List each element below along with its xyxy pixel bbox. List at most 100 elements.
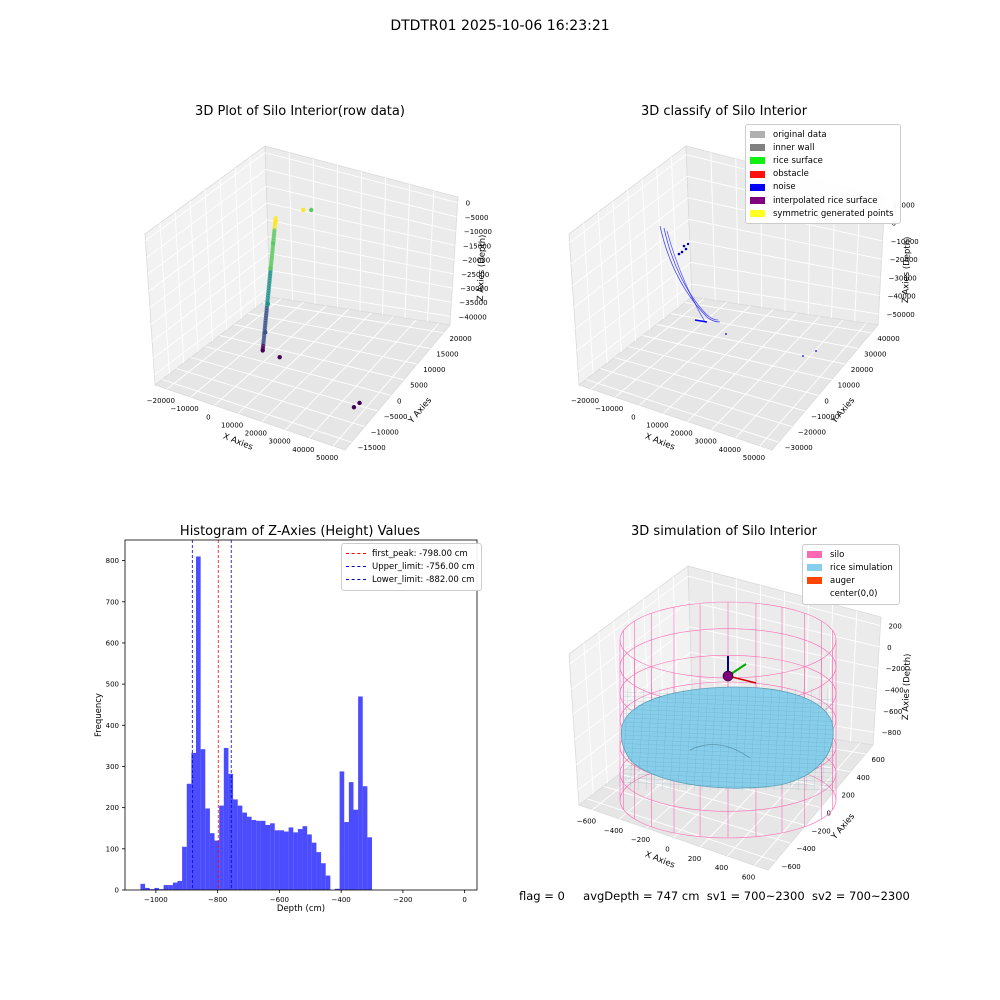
y-tick-label: 600 xyxy=(872,756,885,764)
mesh-line xyxy=(623,700,835,709)
mesh-line xyxy=(685,687,693,791)
x-tick-label: 400 xyxy=(715,864,728,872)
y-tick-label: 400 xyxy=(857,774,870,782)
z-tick-label: 0 xyxy=(887,644,891,652)
y-tick-label: 400 xyxy=(106,722,119,730)
mesh-line xyxy=(623,747,835,757)
mesh-line xyxy=(623,721,835,731)
histogram-bar xyxy=(311,842,317,890)
z-tick-label: −35000 xyxy=(459,299,487,307)
y-tick-label: 0 xyxy=(397,397,401,405)
legend-swatch xyxy=(750,131,765,139)
z-tick-label: −200 xyxy=(886,665,905,673)
histogram-bar xyxy=(200,749,206,890)
data-point xyxy=(273,219,278,224)
histogram-bar xyxy=(242,812,247,890)
z-tick-label: −800 xyxy=(882,729,901,737)
noise-cluster xyxy=(694,319,708,323)
y-tick-label: −5000 xyxy=(384,413,408,421)
y-tick-label: 0 xyxy=(824,397,828,405)
x-tick-label: −600 xyxy=(270,896,289,904)
mesh-line xyxy=(709,687,717,791)
histogram-bars xyxy=(140,556,373,890)
y-tick-label: −600 xyxy=(782,863,801,871)
mesh-line xyxy=(623,773,835,782)
histogram-bar xyxy=(177,880,183,890)
histogram-bar xyxy=(205,808,210,890)
tick-labels: −600 −400 −200 0 200 400 600 −600 −400 −200 0 200 40… xyxy=(577,623,905,882)
x-tick-label: 30000 xyxy=(268,438,290,446)
y-axis-label: Y Axies xyxy=(406,395,434,426)
legend-label: inner wall xyxy=(773,142,815,153)
histogram-bar xyxy=(209,833,215,890)
legend-swatch xyxy=(807,591,822,598)
mesh-line xyxy=(805,687,813,791)
z-tick-label: −40000 xyxy=(888,293,916,301)
avg-depth-text: avgDepth = 747 cm xyxy=(583,889,700,903)
histogram-bar xyxy=(191,752,197,890)
histogram-bar xyxy=(274,830,280,890)
histogram-bar xyxy=(182,846,187,890)
rice-surface-fill xyxy=(620,686,834,789)
legend-entry: center(0,0) xyxy=(807,588,893,601)
noise-point xyxy=(725,333,727,335)
mesh-line xyxy=(765,687,773,791)
legend-label: center(0,0) xyxy=(830,589,878,600)
y-tick-label: 800 xyxy=(106,557,119,565)
legend-label: original data xyxy=(773,129,827,140)
histogram-bar xyxy=(256,820,261,890)
data-point xyxy=(277,354,282,360)
histogram-bar xyxy=(196,556,201,890)
raw-3d-plot: −20000−1000001000020000300004000050000−1… xyxy=(144,145,492,462)
legend-entry: interpolated rice surface xyxy=(750,194,894,207)
data-point xyxy=(357,400,362,406)
grid-lines xyxy=(145,152,458,447)
histogram-bar xyxy=(154,887,159,890)
mesh-line xyxy=(623,777,835,787)
legend-swatch xyxy=(750,144,765,152)
mesh-line xyxy=(725,687,733,791)
histogram-bar xyxy=(186,783,192,890)
z-tick-label: 0 xyxy=(466,200,470,208)
z-tick-label: −30000 xyxy=(460,285,488,293)
mesh-line xyxy=(623,717,835,726)
classify-legend: original data inner wall rice surface obsta… xyxy=(745,124,901,225)
histogram-bar xyxy=(348,782,354,890)
histogram-bar xyxy=(228,773,234,890)
histogram-bar xyxy=(279,830,285,890)
z-tick-label: −50000 xyxy=(887,311,915,319)
legend-entry: obstacle xyxy=(750,168,894,181)
legend-swatch xyxy=(750,183,765,191)
legend-swatch xyxy=(750,170,765,178)
z-tick-label: −10000 xyxy=(464,228,492,236)
mesh-line xyxy=(781,687,789,791)
x-tick-label: −20000 xyxy=(571,397,599,405)
classify-plot-title: 3D classify of Silo Interior xyxy=(640,104,808,119)
legend-line xyxy=(346,579,366,581)
x-tick-label: −600 xyxy=(577,818,596,826)
y-tick-label: 100 xyxy=(106,845,119,853)
z-axis-label: Z Axies (Depth) xyxy=(901,236,913,303)
x-tick-label: −10000 xyxy=(171,405,199,413)
reference-lines xyxy=(191,540,232,890)
x-tick-label: 40000 xyxy=(719,446,741,454)
histogram-bar xyxy=(260,820,266,890)
sv1-text: sv1 = 700~2300 xyxy=(706,889,805,903)
histogram-bar xyxy=(149,889,155,890)
histogram-bar xyxy=(339,771,345,890)
data-points xyxy=(260,207,362,410)
x-tick-label: 10000 xyxy=(646,421,668,429)
flag-text: flag = 0 xyxy=(519,889,565,903)
y-tick-label: −10000 xyxy=(811,413,839,421)
mesh-line xyxy=(623,726,835,735)
y-tick-label: 40000 xyxy=(877,335,899,343)
z-axis-label: Z Axies (Depth) xyxy=(901,653,913,720)
raw-plot-title: 3D Plot of Silo Interior(row data) xyxy=(195,104,405,119)
mesh-line xyxy=(623,752,835,761)
histogram-bar xyxy=(316,852,322,890)
x-tick-label: 40000 xyxy=(292,446,314,454)
z-axis-label: Z Axies (Depth) xyxy=(476,234,488,301)
noise-point xyxy=(802,355,804,357)
mesh-line xyxy=(669,687,677,791)
legend-label: noise xyxy=(773,182,796,193)
